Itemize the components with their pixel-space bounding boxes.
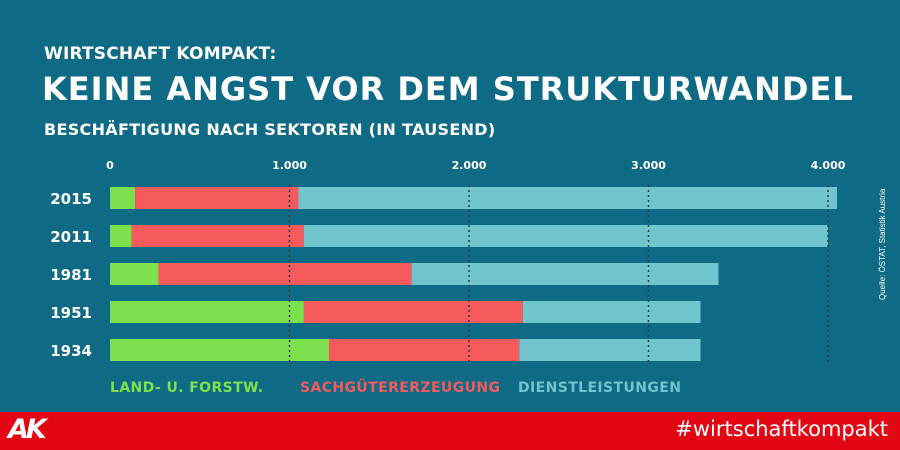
bar-segment (110, 187, 136, 209)
x-tick-label: 2.000 (452, 159, 487, 172)
x-tick-label: 1.000 (272, 159, 307, 172)
bar-segment (298, 187, 837, 209)
legend-land-forstw: LAND- U. FORSTW. (110, 380, 264, 396)
bar-segment (110, 225, 132, 247)
bar-segment (303, 225, 828, 247)
hashtag: #wirtschaftkompakt (675, 417, 888, 441)
bar-segment (135, 187, 299, 209)
bar-segment (110, 301, 304, 323)
x-tick-label: 3.000 (631, 159, 666, 172)
category-label: 1981 (50, 266, 92, 284)
stacked-bar-chart: 0 1.000 2.000 3.000 4.000 2015 2011 1981 1951 19… (50, 159, 846, 363)
x-tick-label: 0 (106, 159, 114, 172)
category-label: 1934 (50, 342, 92, 360)
category-labels: 2015 2011 1981 1951 1934 (50, 190, 92, 360)
bar-segment (131, 225, 304, 247)
kicker: WIRTSCHAFT KOMPAKT: (44, 44, 277, 64)
category-label: 1951 (50, 304, 92, 322)
bar-segment (522, 301, 701, 323)
x-tick-label: 4.000 (811, 159, 846, 172)
footer-bar: AK #wirtschaftkompakt (0, 412, 900, 450)
chart-title: KEINE ANGST VOR DEM STRUKTURWANDEL (42, 70, 854, 108)
category-label: 2011 (50, 228, 92, 246)
legend-dienstleistungen: DIENSTLEISTUNGEN (518, 380, 682, 396)
bar-segment (411, 263, 719, 285)
ak-logo: AK (8, 414, 47, 445)
x-axis-ticks: 0 1.000 2.000 3.000 4.000 (106, 159, 846, 172)
bar-segment (328, 339, 520, 361)
bar-segment (303, 301, 523, 323)
bar-segment (519, 339, 701, 361)
bar-group (110, 187, 837, 361)
category-label: 2015 (50, 190, 92, 208)
source-note: Quelle: ÖSTAT, Statistik Austria (878, 188, 887, 300)
bar-segment (158, 263, 412, 285)
legend-sachgueter: SACHGÜTERERZEUGUNG (300, 380, 501, 396)
chart-subtitle: BESCHÄFTIGUNG NACH SEKTOREN (IN TAUSEND) (44, 120, 496, 139)
bar-segment (110, 339, 329, 361)
bar-segment (110, 263, 159, 285)
